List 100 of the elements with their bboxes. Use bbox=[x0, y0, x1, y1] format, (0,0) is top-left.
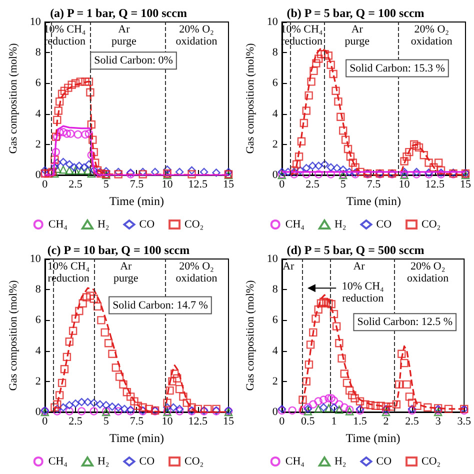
x-tick-label: 2.5 bbox=[306, 178, 320, 190]
point bbox=[400, 168, 408, 176]
point bbox=[294, 152, 304, 161]
point bbox=[88, 136, 97, 144]
point bbox=[102, 401, 110, 410]
point bbox=[345, 386, 354, 395]
chart-title: (d) P = 5 bar, Q = 500 sccm bbox=[286, 243, 424, 257]
point bbox=[312, 59, 320, 68]
y-tick-label: 2 bbox=[35, 138, 41, 150]
point bbox=[194, 404, 202, 414]
point bbox=[335, 400, 344, 408]
x-tick-label: 5 bbox=[340, 178, 346, 190]
point bbox=[298, 396, 307, 404]
point bbox=[366, 401, 375, 410]
point bbox=[71, 166, 80, 175]
point bbox=[314, 305, 322, 314]
point bbox=[351, 163, 360, 172]
point bbox=[90, 294, 98, 303]
point bbox=[102, 167, 110, 176]
point bbox=[312, 314, 320, 323]
point bbox=[296, 166, 304, 175]
point bbox=[307, 78, 316, 86]
point bbox=[402, 380, 411, 389]
point bbox=[319, 396, 328, 404]
point bbox=[413, 402, 422, 410]
y-tick-label: 0 bbox=[35, 169, 42, 181]
point bbox=[75, 306, 84, 316]
point bbox=[71, 79, 80, 88]
y-tick-label: 10 bbox=[30, 253, 42, 265]
point bbox=[340, 403, 348, 412]
point bbox=[319, 403, 328, 412]
point bbox=[414, 143, 424, 152]
point bbox=[66, 130, 75, 138]
point bbox=[335, 406, 344, 414]
point bbox=[115, 372, 124, 381]
point bbox=[356, 397, 364, 406]
y-tick-label: 8 bbox=[35, 46, 42, 59]
point bbox=[74, 130, 82, 139]
point bbox=[120, 404, 129, 414]
point bbox=[405, 392, 414, 401]
chart-title: (b) P = 5 bar, Q = 100 sccm bbox=[286, 6, 424, 20]
point bbox=[310, 66, 318, 76]
legend-label: CO bbox=[139, 456, 155, 468]
point bbox=[400, 157, 408, 166]
x-tick-label: 15 bbox=[460, 178, 472, 190]
point bbox=[338, 354, 346, 363]
point bbox=[324, 299, 333, 308]
point bbox=[400, 358, 408, 368]
point bbox=[309, 328, 318, 337]
point bbox=[78, 407, 86, 416]
point bbox=[59, 166, 68, 174]
point bbox=[71, 314, 80, 323]
y-tick-label: 8 bbox=[272, 284, 278, 296]
y-tick-label: 4 bbox=[272, 344, 278, 357]
point bbox=[168, 377, 176, 386]
point bbox=[97, 316, 106, 324]
point bbox=[332, 164, 342, 172]
point bbox=[75, 162, 84, 170]
point bbox=[65, 160, 74, 168]
point bbox=[348, 391, 356, 400]
point bbox=[114, 403, 122, 412]
point bbox=[84, 166, 92, 175]
point bbox=[87, 120, 96, 129]
annotation: Ar bbox=[282, 260, 295, 273]
point bbox=[175, 384, 184, 394]
annotation: 20% O₂ oxidation bbox=[176, 24, 218, 48]
point bbox=[314, 54, 323, 63]
point bbox=[58, 378, 66, 388]
point bbox=[346, 152, 355, 161]
point bbox=[182, 398, 191, 407]
point bbox=[329, 70, 338, 78]
point bbox=[341, 136, 350, 144]
point bbox=[302, 170, 310, 178]
point bbox=[308, 162, 317, 170]
point bbox=[309, 400, 318, 408]
point bbox=[169, 403, 178, 412]
point bbox=[112, 364, 120, 372]
point bbox=[188, 166, 196, 175]
point bbox=[80, 163, 88, 172]
annotation: 20% O₂ oxidation bbox=[407, 260, 450, 285]
point bbox=[62, 352, 72, 362]
y-tick-label: 4 bbox=[272, 108, 278, 120]
annotation: Ar bbox=[353, 260, 366, 273]
point bbox=[172, 374, 182, 382]
point bbox=[316, 299, 326, 308]
point bbox=[324, 52, 333, 60]
point bbox=[424, 158, 433, 167]
x-tick-label: 7.5 bbox=[130, 178, 144, 190]
point bbox=[322, 298, 330, 307]
y-axis-title: Gas composition (mol%) bbox=[8, 42, 20, 154]
legend-label: CO₂ bbox=[422, 218, 441, 230]
point bbox=[332, 322, 341, 330]
point bbox=[340, 370, 348, 378]
point bbox=[361, 400, 370, 408]
point bbox=[90, 158, 100, 167]
point bbox=[53, 158, 62, 167]
point bbox=[144, 404, 154, 414]
point bbox=[84, 398, 92, 406]
legend-label: CO₂ bbox=[422, 456, 441, 468]
point bbox=[40, 166, 49, 175]
